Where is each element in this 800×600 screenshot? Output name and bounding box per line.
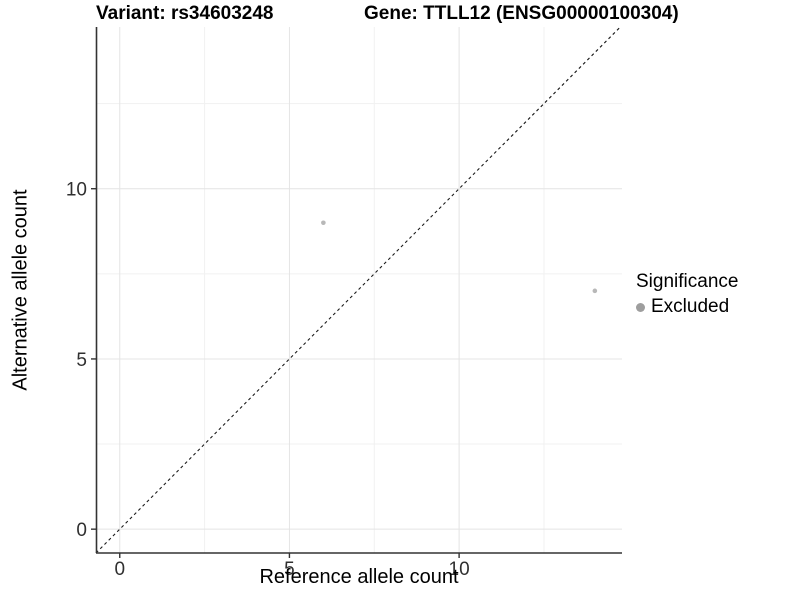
x-tick-label: 0 — [114, 559, 125, 580]
legend: Significance Excluded — [636, 271, 738, 318]
plot-panel: 0 5 10 0 5 10 — [66, 26, 622, 580]
identity-line — [95, 26, 621, 554]
legend-item: Excluded — [636, 296, 738, 318]
legend-item-label: Excluded — [651, 296, 730, 317]
plot-title-variant: Variant: rs34603248 — [96, 3, 274, 24]
y-tick-label: 10 — [66, 180, 87, 201]
y-tick-label: 5 — [76, 350, 87, 371]
y-axis-title: Alternative allele count — [9, 189, 32, 391]
legend-items: Excluded — [636, 296, 738, 318]
plot-title-gene: Gene: TTLL12 (ENSG00000100304) — [364, 3, 679, 24]
x-axis-title: Reference allele count — [259, 566, 459, 588]
legend-key-dot — [636, 302, 645, 312]
x-tick-label: 10 — [449, 559, 470, 580]
legend-title: Significance — [636, 271, 739, 292]
y-tick-label: 0 — [76, 520, 87, 541]
x-tick-label: 5 — [284, 559, 295, 580]
data-point — [321, 220, 326, 226]
data-point — [592, 288, 598, 294]
